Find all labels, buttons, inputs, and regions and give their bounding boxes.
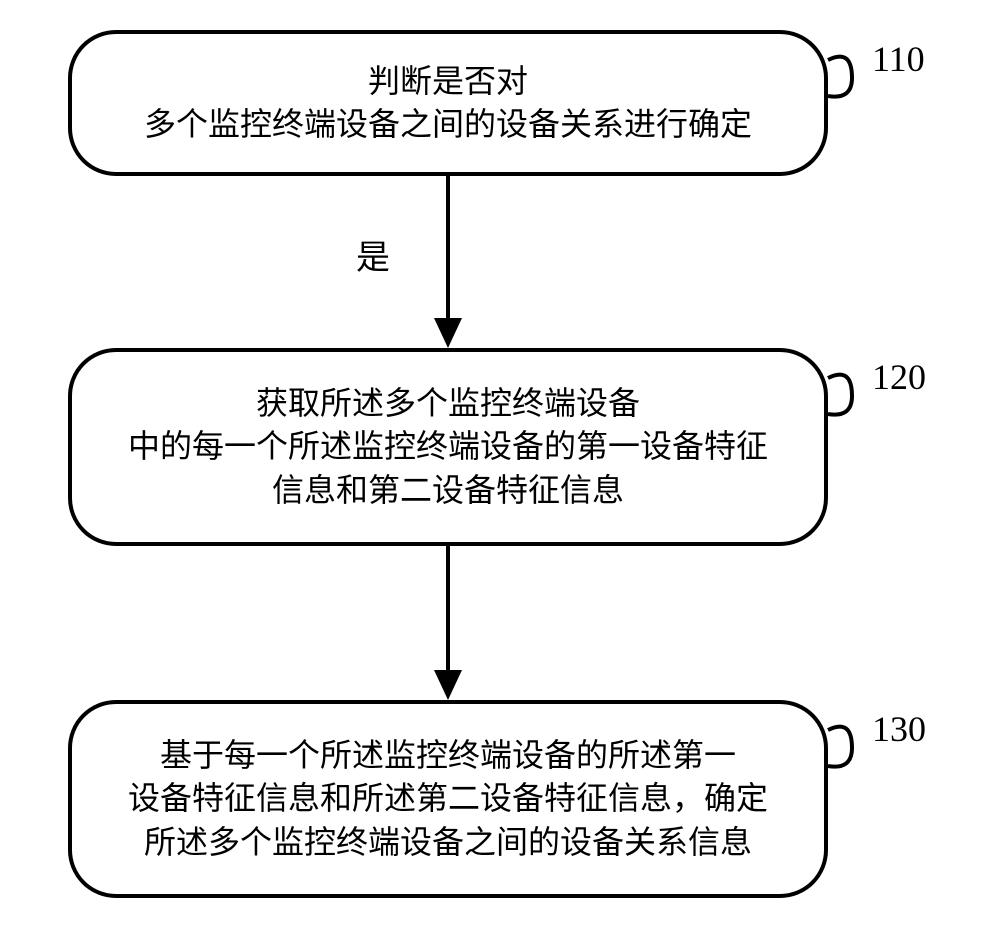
- node-text: 多个监控终端设备之间的设备关系进行确定: [144, 103, 752, 146]
- edge-label-yes: 是: [356, 230, 390, 279]
- node-text: 获取所述多个监控终端设备: [256, 382, 640, 425]
- node-text: 判断是否对: [368, 60, 528, 103]
- node-text: 中的每一个所述监控终端设备的第一设备特征: [128, 425, 768, 468]
- flow-node-120: 获取所述多个监控终端设备 中的每一个所述监控终端设备的第一设备特征 信息和第二设…: [68, 348, 828, 546]
- node-text: 所述多个监控终端设备之间的设备关系信息: [144, 821, 752, 864]
- node-text: 设备特征信息和所述第二设备特征信息，确定: [128, 777, 768, 820]
- node-text: 基于每一个所述监控终端设备的所述第一: [160, 734, 736, 777]
- flowchart-canvas: 判断是否对 多个监控终端设备之间的设备关系进行确定 110 获取所述多个监控终端…: [0, 0, 1000, 929]
- node-text: 信息和第二设备特征信息: [272, 469, 624, 512]
- node-number-130: 130: [872, 708, 926, 750]
- node-number-120: 120: [872, 356, 926, 398]
- flow-node-110: 判断是否对 多个监控终端设备之间的设备关系进行确定: [68, 30, 828, 176]
- flow-node-130: 基于每一个所述监控终端设备的所述第一 设备特征信息和所述第二设备特征信息，确定 …: [68, 700, 828, 898]
- node-number-110: 110: [872, 38, 925, 80]
